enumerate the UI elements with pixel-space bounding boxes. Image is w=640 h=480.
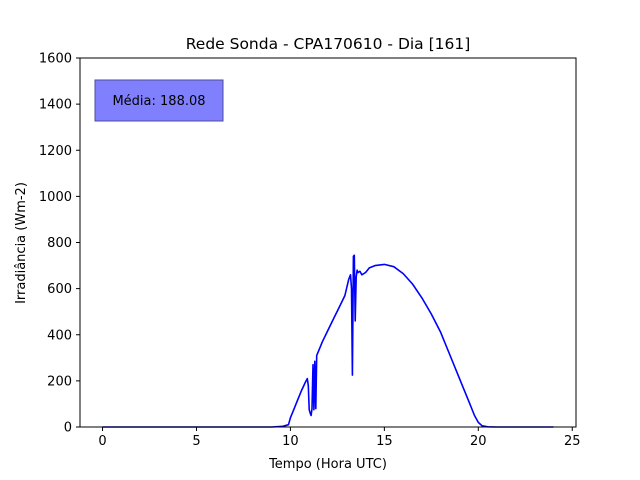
- annotation-text: Média: 188.08: [112, 94, 205, 109]
- y-axis: 0 200 400 600 800 1000 1200 1400 1600: [39, 52, 80, 436]
- x-axis: 0 5 10 15 20 25: [98, 427, 581, 449]
- annotation-box: Média: 188.08: [94, 79, 224, 122]
- x-tick-label: 15: [376, 434, 393, 449]
- x-tick-label: 20: [470, 434, 487, 449]
- x-tick-label: 10: [282, 434, 299, 449]
- y-tick-label: 800: [47, 236, 72, 251]
- chart-title: Rede Sonda - CPA170610 - Dia [161]: [186, 35, 471, 53]
- x-tick-label: 0: [98, 434, 106, 449]
- y-tick-label: 1600: [39, 52, 72, 67]
- y-tick-label: 0: [64, 421, 72, 436]
- y-tick-label: 600: [47, 282, 72, 297]
- x-tick-label: 5: [192, 434, 200, 449]
- annotation-background: [94, 79, 224, 122]
- y-tick-label: 1400: [39, 98, 72, 113]
- series-line-0: [102, 254, 554, 428]
- plot-area: [102, 254, 554, 428]
- x-axis-label: Tempo (Hora UTC): [268, 457, 387, 472]
- x-tick-label: 25: [564, 434, 581, 449]
- y-tick-label: 200: [47, 374, 72, 389]
- y-tick-label: 400: [47, 328, 72, 343]
- y-tick-label: 1200: [39, 144, 72, 159]
- y-axis-label: Irradiância (Wm-2): [14, 182, 29, 304]
- y-tick-label: 1000: [39, 190, 72, 205]
